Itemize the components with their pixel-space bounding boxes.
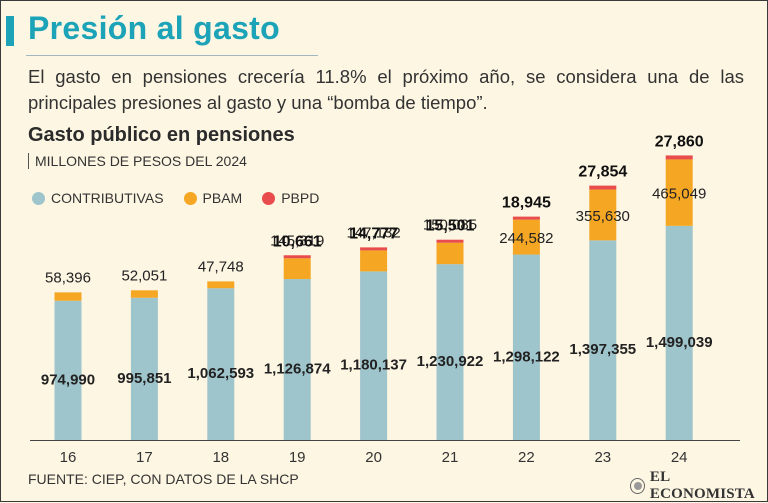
bar-contributivas (54, 300, 82, 440)
title-accent-bar (6, 16, 14, 46)
data-label-pbam: 58,396 (45, 269, 91, 286)
legend-item-pbpd: PBPD (262, 190, 319, 206)
data-label-contributivas: 1,298,122 (493, 348, 560, 365)
data-label-pbam: 244,582 (499, 230, 553, 247)
bar-contributivas (665, 225, 693, 440)
legend-swatch-contributivas (32, 191, 45, 205)
data-label-pbpd: 14,777 (349, 225, 398, 242)
brand-logo: EL ECONOMISTA (630, 469, 768, 503)
data-label-contributivas: 995,851 (117, 370, 171, 387)
chart-units-label: MILLONES DE PESOS DEL 2024 (35, 153, 247, 169)
data-label-contributivas: 1,062,593 (187, 365, 254, 382)
bar-contributivas (360, 271, 388, 440)
data-label-pbam: 355,630 (576, 208, 630, 225)
bar-pbam (512, 219, 540, 255)
brand-name: EL ECONOMISTA (649, 469, 755, 502)
legend-item-contributivas: CONTRIBUTIVAS (32, 190, 164, 206)
data-label-pbpd: 18,945 (502, 195, 551, 212)
chart-title: Gasto público en pensiones (28, 124, 295, 146)
data-label-pbpd: 15,501 (426, 218, 475, 235)
bar-pbpd (665, 155, 693, 160)
bar-pbam (130, 290, 158, 298)
page-subtitle: El gasto en pensiones crecería 11.8% el … (28, 66, 744, 113)
x-tick-label: 24 (671, 449, 688, 466)
data-label-pbam: 147,132 (346, 224, 400, 241)
bar-pbpd (512, 216, 540, 220)
bar-pbam (436, 242, 464, 265)
bar-contributivas (283, 279, 311, 440)
bar-pbam (665, 159, 693, 226)
data-label-pbam: 52,051 (121, 267, 167, 284)
chart-legend: CONTRIBUTIVAS PBAM PBPD (32, 190, 319, 206)
legend-label-pbpd: PBPD (281, 190, 320, 206)
legend-swatch-pbam (183, 191, 197, 205)
bar-pbpd (589, 185, 617, 190)
bar-pbpd (283, 255, 311, 259)
data-label-contributivas: 1,230,922 (417, 353, 484, 370)
data-label-pbpd: 10,661 (273, 233, 322, 250)
bar-pbam (360, 250, 388, 272)
legend-label-pbam: PBAM (202, 190, 243, 206)
data-label-pbam: 145,319 (270, 232, 324, 249)
data-label-contributivas: 1,499,039 (646, 334, 713, 351)
x-tick-label: 20 (365, 449, 382, 466)
x-tick-label: 16 (60, 449, 77, 466)
bar-contributivas (130, 297, 158, 440)
data-label-pbam: 47,748 (198, 258, 244, 275)
x-tick-label: 21 (442, 449, 459, 466)
x-tick-label: 23 (594, 449, 611, 466)
x-tick-label: 18 (212, 449, 229, 466)
data-label-pbam: 465,049 (652, 186, 706, 203)
chart-units: MILLONES DE PESOS DEL 2024 (28, 153, 247, 169)
legend-item-pbam: PBAM (183, 190, 243, 206)
bar-contributivas (512, 254, 540, 440)
bar-contributivas (207, 288, 235, 440)
data-label-contributivas: 1,397,355 (569, 341, 636, 358)
legend-label-contributivas: CONTRIBUTIVAS (51, 190, 164, 206)
bar-pbam (207, 281, 235, 289)
data-label-contributivas: 974,990 (41, 371, 95, 388)
x-tick-label: 22 (518, 449, 535, 466)
brand-globe-icon (630, 478, 645, 494)
bar-pbam (54, 292, 82, 301)
source-note: FUENTE: CIEP, CON DATOS DE LA SHCP (28, 471, 299, 487)
bar-pbam (589, 189, 617, 241)
bar-contributivas (589, 240, 617, 440)
title-divider (26, 55, 318, 56)
bar-pbpd (436, 239, 464, 243)
x-tick-label: 17 (136, 449, 153, 466)
data-label-contributivas: 1,126,874 (264, 361, 331, 378)
bar-pbam (283, 258, 311, 280)
data-label-pbam: 150,085 (423, 217, 477, 234)
bar-pbpd (360, 247, 388, 251)
page-title: Presión al gasto (28, 10, 280, 46)
x-tick-label: 19 (289, 449, 306, 466)
data-label-contributivas: 1,180,137 (340, 357, 407, 374)
data-label-pbpd: 27,854 (578, 164, 627, 181)
data-label-pbpd: 27,860 (655, 133, 704, 150)
legend-swatch-pbpd (262, 191, 276, 205)
bar-contributivas (436, 264, 464, 440)
